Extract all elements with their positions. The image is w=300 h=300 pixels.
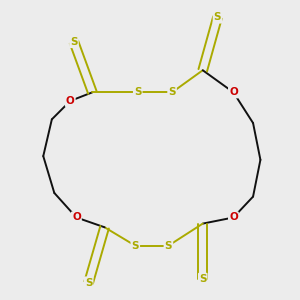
Text: S: S (168, 87, 176, 97)
Text: O: O (66, 96, 75, 106)
Text: S: S (70, 37, 78, 47)
Text: S: S (134, 87, 142, 97)
Text: S: S (165, 241, 172, 251)
Text: O: O (229, 212, 238, 223)
Text: S: S (131, 241, 139, 251)
Text: S: S (85, 278, 92, 287)
Text: O: O (229, 87, 238, 97)
Text: S: S (199, 274, 206, 284)
Text: O: O (72, 212, 81, 223)
Text: S: S (214, 13, 221, 22)
